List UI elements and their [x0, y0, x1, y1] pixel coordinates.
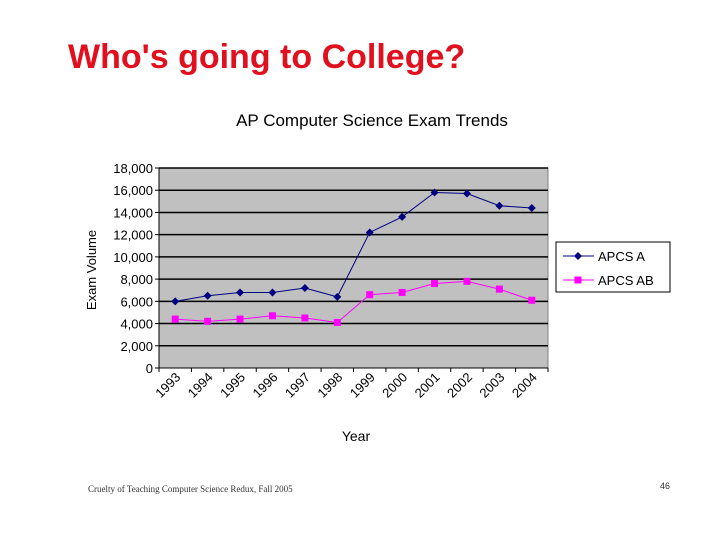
legend-label: APCS A [598, 249, 645, 264]
data-point [431, 280, 439, 288]
series-group [171, 188, 536, 326]
footer-text: Cruelty of Teaching Computer Science Red… [88, 484, 293, 494]
y-tick-label: 8,000 [120, 272, 153, 287]
y-tick-label: 0 [146, 361, 153, 376]
x-tick-label: 1993 [152, 370, 183, 401]
data-point [333, 318, 341, 326]
series [171, 277, 536, 326]
data-point [528, 296, 536, 304]
data-point [236, 288, 245, 297]
legend: APCS A APCS AB [555, 241, 671, 293]
data-point [430, 188, 439, 197]
chart-title: AP Computer Science Exam Trends [236, 111, 508, 130]
y-axis-ticks: 0 2,000 4,000 6,000 8,000 10,000 12,000 14,000 1… [113, 161, 159, 376]
y-tick-label: 14,000 [113, 205, 153, 220]
data-point [365, 228, 374, 237]
data-point [268, 288, 277, 297]
data-point [462, 189, 471, 198]
x-tick-label: 2000 [379, 370, 410, 401]
y-tick-label: 4,000 [120, 317, 153, 332]
data-point [398, 212, 407, 221]
data-point [171, 315, 179, 323]
y-axis-label: Exam Volume [84, 230, 99, 310]
data-point [203, 291, 212, 300]
x-tick-label: 2002 [444, 370, 475, 401]
x-tick-label: 2003 [476, 370, 507, 401]
y-tick-label: 16,000 [113, 183, 153, 198]
data-point [495, 201, 504, 210]
data-point [495, 285, 503, 293]
x-tick-label: 2004 [509, 370, 540, 401]
data-point [527, 204, 536, 212]
data-point [236, 315, 244, 323]
data-point [574, 276, 582, 284]
plot-area [158, 167, 549, 369]
series [171, 188, 536, 306]
legend-box [555, 241, 671, 293]
legend-label: APCS AB [598, 273, 654, 288]
x-tick-label: 1998 [314, 370, 345, 401]
data-point [300, 284, 309, 292]
data-point [204, 317, 212, 325]
x-tick-label: 1996 [250, 370, 281, 401]
y-tick-label: 6,000 [120, 294, 153, 309]
x-tick-label: 1999 [347, 370, 378, 401]
x-tick-label: 1997 [282, 370, 313, 401]
data-point [333, 292, 342, 301]
y-tick-label: 18,000 [113, 161, 153, 176]
data-point [366, 291, 374, 299]
data-point [301, 314, 309, 322]
x-tick-label: 2001 [412, 370, 443, 401]
y-tick-label: 12,000 [113, 228, 153, 243]
data-point [398, 288, 406, 296]
data-point [171, 297, 180, 306]
slide-title: Who's going to College? [68, 38, 466, 76]
data-point [463, 277, 471, 285]
x-axis-label: Year [342, 428, 371, 444]
y-tick-label: 2,000 [120, 339, 153, 354]
x-tick-label: 1995 [217, 370, 248, 401]
data-point [574, 252, 582, 260]
page-number: 46 [660, 481, 671, 491]
series-line [175, 280, 532, 323]
x-tick-label: 1994 [185, 370, 216, 401]
x-axis-ticks: 1993 1994 1995 1996 1997 1998 1999 2000 2001 2002… [152, 368, 549, 401]
y-tick-label: 10,000 [113, 250, 153, 265]
data-point [268, 312, 276, 320]
series-line [175, 191, 532, 302]
